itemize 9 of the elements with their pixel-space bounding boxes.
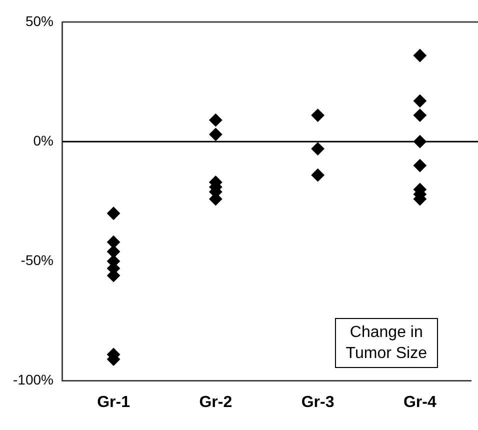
x-tick-label: Gr-2	[199, 394, 232, 411]
y-tick-label: -50%	[20, 252, 54, 268]
x-tick-label: Gr-4	[403, 394, 436, 411]
annotation: Change in Tumor Size	[334, 318, 438, 368]
y-tick-label: 0%	[33, 132, 54, 148]
x-tick-label: Gr-1	[97, 394, 130, 411]
y-tick-label: -100%	[13, 372, 54, 388]
x-tick-label: Gr-3	[301, 394, 334, 411]
y-tick-label: 50%	[25, 12, 54, 29]
